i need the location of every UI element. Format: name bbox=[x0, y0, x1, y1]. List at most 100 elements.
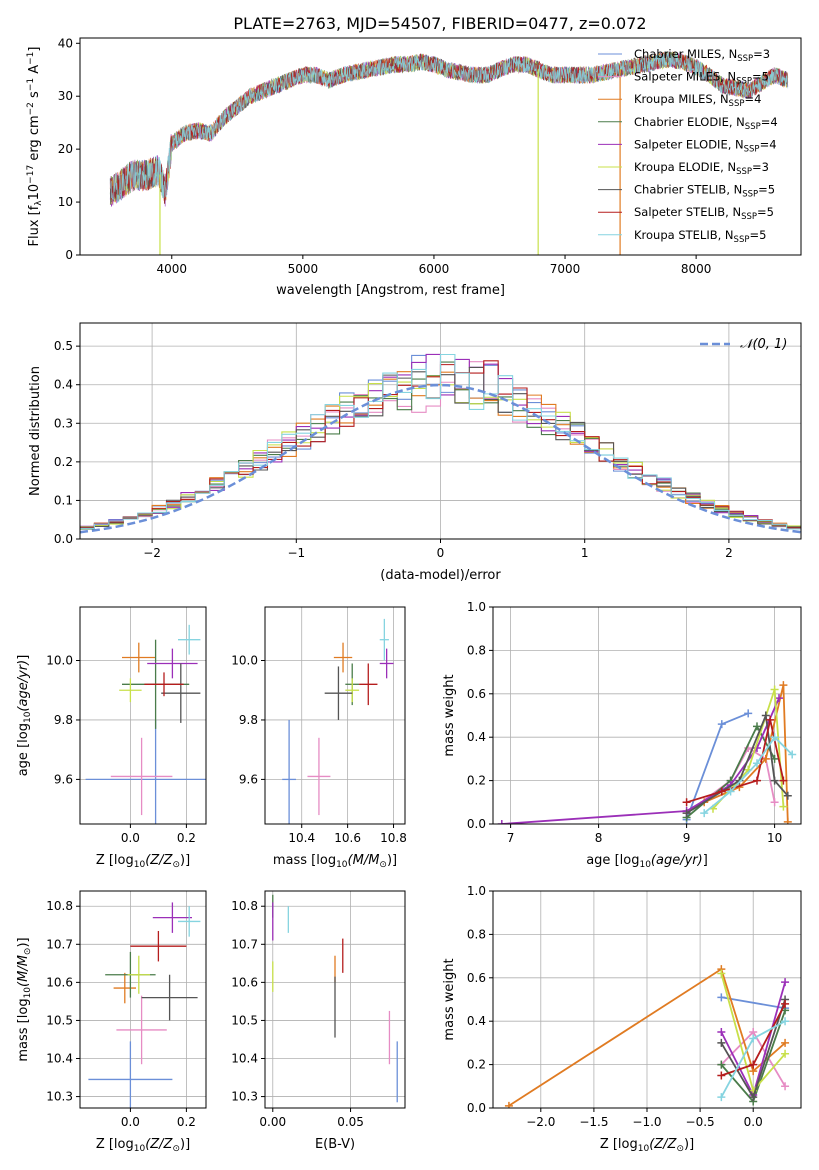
weight-lines bbox=[497, 681, 797, 824]
legend-text: Chabrier STELIB, N bbox=[634, 183, 742, 197]
x-tick-label: −1 bbox=[287, 546, 305, 560]
ylabel-part: −1 bbox=[26, 52, 36, 65]
legend-text: Chabrier MILES, N bbox=[634, 47, 737, 61]
ylabel-part: Flux [f bbox=[27, 205, 42, 246]
panel-mass_vs_ebv: 0.00 0.05 10.3 10.4 10.5 10.6 10.7 10.8 E(B-V) bbox=[231, 890, 406, 1152]
panel-weight_vs_Z: −2.0 −1.5 −1.0 −0.5 0.0 0.0 0.2 0.4 0.6 0.8 1.0 mas… bbox=[442, 884, 802, 1154]
legend-label-4: Salpeter ELODIE, NSSP=4 bbox=[634, 137, 777, 154]
y-tick-label: 0.0 bbox=[54, 532, 73, 546]
xlabel-part: (Z/Z bbox=[145, 853, 173, 868]
spectrum-ylabel: Flux [fλ10−17 erg cm−2 s−1 A−1] bbox=[26, 47, 44, 247]
panels: 4000 5000 6000 7000 8000010203040wavelength … bbox=[16, 36, 802, 1154]
y-tick-label: 10.4 bbox=[231, 1052, 258, 1066]
legend-label-normal: 𝒩(0, 1) bbox=[740, 337, 787, 352]
legend-text: Chabrier ELODIE, N bbox=[634, 115, 745, 129]
weight-marker bbox=[682, 798, 691, 807]
weight-marker bbox=[753, 759, 761, 768]
weight-marker bbox=[497, 820, 506, 824]
weight-marker bbox=[783, 817, 792, 824]
errorbars bbox=[88, 902, 201, 1108]
legend-tail: =5 bbox=[758, 183, 775, 197]
x-tick-label: −0.5 bbox=[686, 1115, 715, 1129]
weight-lines bbox=[504, 965, 790, 1108]
y-tick-label: 0.2 bbox=[467, 774, 486, 788]
xlabel-Z: Z [log10(Z/Z⊙)] bbox=[96, 1137, 190, 1154]
y-tick-label: 0.6 bbox=[467, 971, 486, 985]
normal-reference-curve bbox=[80, 383, 801, 534]
y-tick-label: 10.6 bbox=[46, 975, 73, 989]
y-tick-label: 10.8 bbox=[231, 899, 258, 913]
y-tick-label: 0.4 bbox=[467, 730, 486, 744]
y-tick-label: 10.3 bbox=[46, 1090, 73, 1104]
x-tick-label: 7 bbox=[507, 831, 515, 845]
weight-marker bbox=[779, 681, 788, 690]
legend-tail: =3 bbox=[753, 47, 770, 61]
weight-marker bbox=[749, 1093, 758, 1102]
ylabel-part: s bbox=[27, 91, 42, 102]
y-tick-label: 10.7 bbox=[46, 937, 73, 951]
x-tick-label: 4000 bbox=[156, 262, 187, 276]
axes-frame bbox=[492, 606, 802, 825]
xlabel-ebv: E(B-V) bbox=[315, 1137, 355, 1152]
y-tick-label: 0.8 bbox=[467, 927, 486, 941]
legend-label-5: Kroupa ELODIE, NSSP=3 bbox=[634, 160, 769, 177]
weight-marker bbox=[770, 733, 779, 742]
xlabel-part: mass [log bbox=[273, 853, 336, 868]
ylabel-part: (M/M bbox=[16, 955, 31, 987]
spectrum-lines bbox=[109, 51, 789, 255]
weight-marker bbox=[781, 999, 790, 1008]
weight-marker bbox=[753, 776, 761, 785]
x-tick-label: 0.05 bbox=[337, 1115, 364, 1129]
x-tick-label: 5000 bbox=[288, 262, 319, 276]
y-tick-label: 0.5 bbox=[54, 339, 73, 353]
legend-sub: SSP bbox=[737, 54, 753, 64]
x-tick-label: 8 bbox=[595, 831, 603, 845]
legend-sub: SSP bbox=[741, 212, 757, 222]
xlabel-part: 10 bbox=[639, 860, 651, 870]
legend-sub: SSP bbox=[745, 122, 761, 132]
axes-frame bbox=[264, 606, 406, 825]
legend-label-8: Kroupa STELIB, NSSP=5 bbox=[634, 228, 766, 245]
weight-marker bbox=[717, 1060, 726, 1069]
axes-frame bbox=[79, 890, 207, 1109]
x-tick-label: 9 bbox=[683, 831, 691, 845]
x-tick-label: 10 bbox=[767, 831, 782, 845]
xlabel-part: ⊙ bbox=[172, 860, 180, 870]
xlabel-part: (age/yr) bbox=[651, 853, 703, 868]
y-tick-label: 1.0 bbox=[467, 884, 486, 898]
axes-frame bbox=[79, 606, 207, 825]
ylabel-part: )] bbox=[16, 937, 31, 947]
legend-text: Salpeter MILES, N bbox=[634, 70, 736, 84]
weight-marker bbox=[775, 694, 783, 703]
xlabel-part: )] bbox=[387, 853, 397, 868]
y-tick-label: 9.6 bbox=[54, 772, 73, 786]
y-tick-label: 0.2 bbox=[467, 1058, 486, 1072]
x-tick-label: −1.5 bbox=[579, 1115, 608, 1129]
ylabel-part: mass [log bbox=[16, 998, 31, 1061]
ylabel-age: age [log10(age/yr)] bbox=[16, 655, 33, 777]
y-tick-label: 10.5 bbox=[231, 1013, 258, 1027]
ylabel-part: ] bbox=[16, 655, 31, 660]
xlabel-part: (M/M bbox=[348, 853, 380, 868]
weight-marker bbox=[781, 1038, 790, 1047]
weight-marker bbox=[717, 993, 726, 1002]
y-tick-label: 10.3 bbox=[231, 1090, 258, 1104]
weight-marker bbox=[779, 776, 788, 785]
y-tick-label: 10 bbox=[58, 195, 73, 209]
y-tick-label: 0.4 bbox=[54, 378, 73, 392]
weight-line-0 bbox=[721, 996, 786, 1010]
x-tick-label: 7000 bbox=[550, 262, 581, 276]
weight-marker bbox=[781, 1017, 790, 1026]
legend-text: Kroupa MILES, N bbox=[634, 92, 729, 106]
y-tick-label: 20 bbox=[58, 142, 73, 156]
ylabel-part: 10 bbox=[27, 184, 42, 201]
panel-mass_vs_Z: 0.0 0.210.310.410.510.610.710.8Z [log10(Z… bbox=[16, 890, 207, 1154]
weight-marker bbox=[761, 711, 770, 720]
xlabel-part: age [log bbox=[586, 853, 639, 868]
y-tick-label: 0.8 bbox=[467, 643, 486, 657]
weight-marker bbox=[781, 978, 790, 987]
x-tick-label: 0 bbox=[437, 546, 445, 560]
legend-text: Salpeter STELIB, N bbox=[634, 205, 741, 219]
ylabel-mass-weight: mass weight bbox=[442, 958, 457, 1040]
